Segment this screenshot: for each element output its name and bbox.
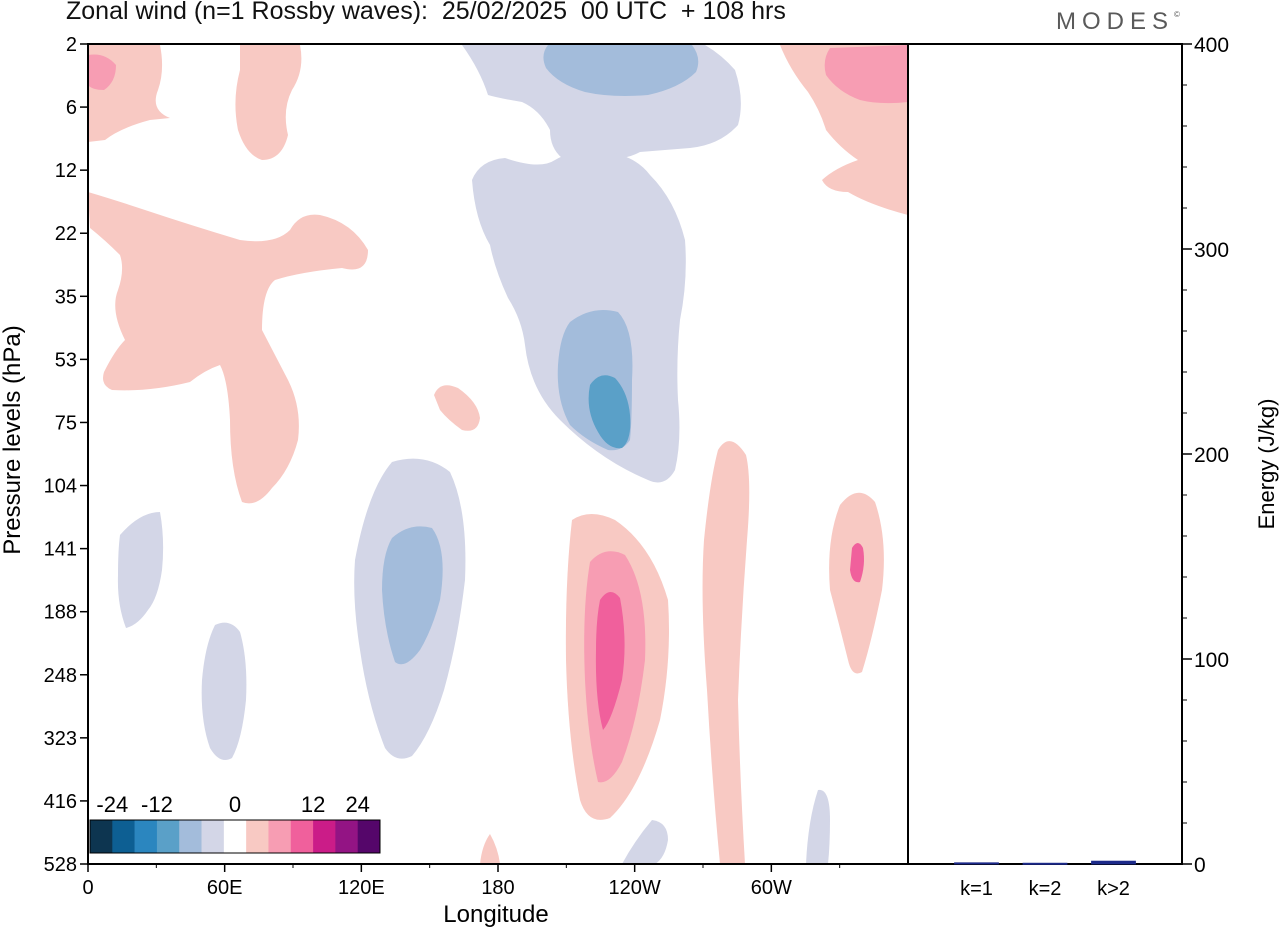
pos-contour-90w-narrow [702, 441, 750, 864]
energy-frame [907, 43, 1183, 865]
pos-contour-top-60e [235, 45, 302, 160]
pos-contour-topright-level3 [824, 45, 908, 104]
contour-field [88, 45, 908, 864]
y-tick-label: 22 [55, 223, 77, 245]
brand-name: MODES [1056, 8, 1175, 35]
y-tick-label: 35 [55, 286, 77, 308]
neg-contour-70w-bottom [806, 789, 830, 864]
colorbar-swatch [290, 820, 314, 853]
pos-contour-topleft-level3 [88, 54, 116, 90]
colorbar-swatch [268, 820, 292, 853]
x-tick-label: 0 [82, 877, 93, 899]
neg-contour-core-level4 [588, 375, 631, 449]
y-tick-label: 248 [44, 665, 77, 687]
x-tick-label: 60E [207, 877, 243, 899]
x-axis-label: Longitude [443, 901, 548, 928]
colorbar-swatch [246, 820, 269, 853]
energy-panel: 0 100 200 300 400 Energy (J/kg) k=1 k=2 k>2 [907, 34, 1279, 900]
energy-bar [954, 862, 999, 865]
colorbar-swatch [112, 820, 135, 853]
colorbar-label: 0 [229, 792, 241, 817]
y-tick-label: 75 [55, 412, 77, 434]
colorbar-legend: -24 -12 0 12 24 [89, 792, 381, 854]
x-tick-label: 120W [609, 877, 661, 899]
colorbar-label: 24 [345, 792, 369, 817]
neg-contour-top-level3 [543, 45, 699, 96]
energy-tick-label: 200 [1194, 444, 1229, 467]
pos-contour-right-level4 [850, 543, 864, 583]
x-tick-label: 60W [751, 877, 792, 899]
pos-contour-120w-level4 [595, 591, 625, 730]
colorbar-swatch [179, 820, 202, 853]
y-tick-label: 53 [55, 349, 77, 371]
energy-tick-label: 300 [1194, 239, 1229, 262]
y-tick-label: 2 [66, 34, 77, 56]
energy-category-label: k=2 [1029, 878, 1062, 900]
colorbar-label: -24 [96, 792, 128, 817]
pos-contour-left-tongue [88, 192, 368, 504]
pos-contour-180-bottom [480, 834, 500, 864]
y-tick-label: 323 [44, 728, 77, 750]
copyright-mark: © [1174, 10, 1180, 19]
colorbar-swatch [201, 820, 225, 853]
colorbar-swatch [223, 820, 247, 853]
neg-contour-20e [117, 512, 164, 628]
neg-contour-140e-level3 [382, 526, 443, 665]
colorbar-swatch [357, 820, 381, 853]
y-tick-label: 141 [44, 539, 77, 561]
energy-bar [1022, 862, 1068, 865]
energy-tick-label: 100 [1194, 649, 1229, 672]
neg-contour-120w-bottom [622, 820, 668, 864]
chart-title: Zonal wind (n=1 Rossby waves): 25/02/202… [66, 0, 786, 25]
pos-contour-right-column [829, 492, 884, 674]
colorbar-label: 12 [301, 792, 325, 817]
y-tick-label: 188 [44, 602, 77, 624]
colorbar-label: -12 [141, 792, 173, 817]
modes-logo: MODES© [1056, 8, 1180, 36]
neg-contour-60e [201, 622, 247, 761]
y-tick-label: 104 [44, 476, 77, 498]
energy-tick-label: 400 [1194, 34, 1229, 57]
pos-contour-175w-small [434, 385, 480, 431]
energy-tick-label: 0 [1194, 854, 1206, 877]
colorbar-swatch [156, 820, 180, 853]
y-tick-label: 528 [44, 854, 77, 876]
colorbar-swatch [90, 820, 113, 853]
colorbar-swatch [134, 820, 158, 853]
colorbar-swatch [335, 820, 358, 853]
y-tick-label: 12 [55, 160, 77, 182]
y-tick-label: 6 [66, 97, 77, 119]
x-tick-label: 120E [338, 877, 385, 899]
x-tick-label: 180 [481, 877, 514, 899]
y-tick-label: 416 [44, 791, 77, 813]
energy-category-label: k>2 [1097, 878, 1130, 900]
y-axis-label: Pressure levels (hPa) [0, 325, 26, 554]
energy-category-label: k=1 [960, 878, 993, 900]
energy-axis-label: Energy (J/kg) [1254, 399, 1279, 530]
energy-bar [1091, 860, 1136, 865]
colorbar-swatch [313, 820, 336, 853]
colorbar-frame [89, 819, 381, 854]
